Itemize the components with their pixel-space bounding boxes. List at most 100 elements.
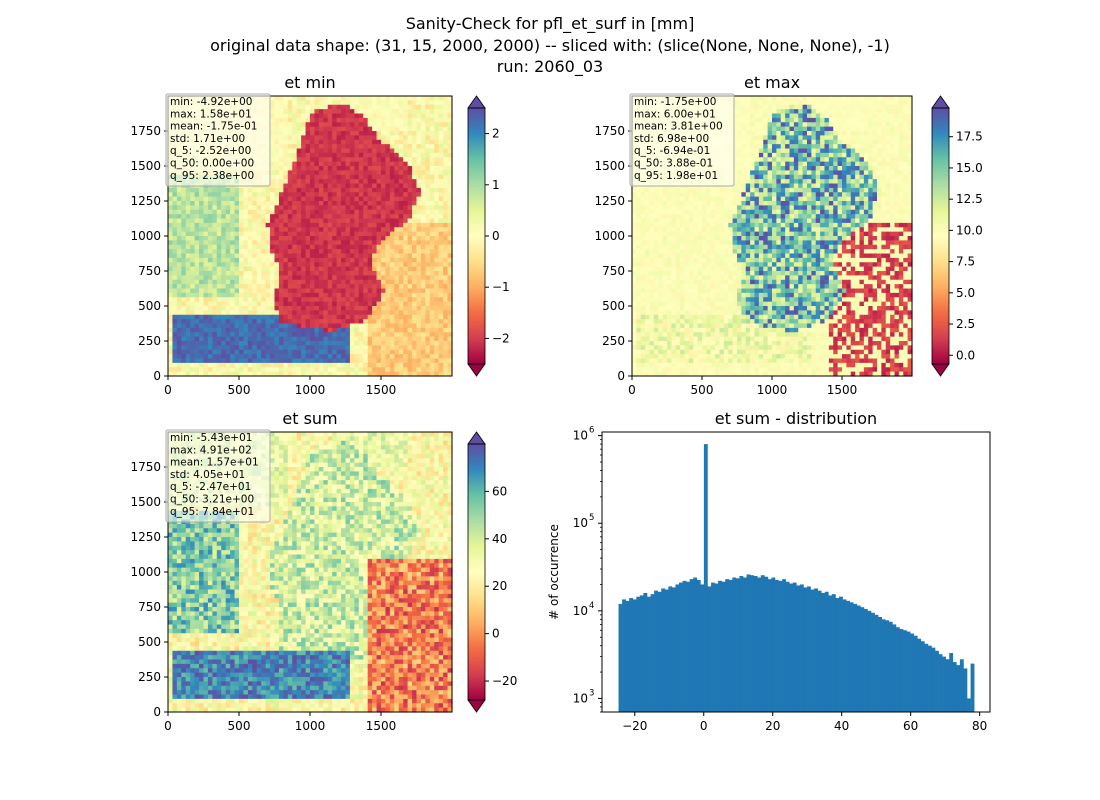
y-tick-label: 1000 bbox=[594, 229, 625, 243]
colorbar-extend-min bbox=[467, 699, 486, 713]
histogram-bar bbox=[831, 594, 836, 712]
histogram-bar bbox=[927, 645, 932, 712]
suptitle: Sanity-Check for pfl_et_surf in [mm] ori… bbox=[210, 14, 890, 77]
stats-line: std: 6.98e+00 bbox=[634, 133, 709, 145]
stats-line: min: -4.92e+00 bbox=[170, 96, 252, 108]
x-tick-label: 1500 bbox=[827, 383, 858, 397]
stats-line: q_5: -2.52e+00 bbox=[170, 145, 251, 157]
histogram-bar bbox=[931, 647, 936, 712]
colorbar-tick-label: 1 bbox=[492, 178, 500, 192]
suptitle-line-3: run: 2060_03 bbox=[497, 57, 603, 77]
histogram-bar bbox=[622, 599, 626, 712]
histogram-bar bbox=[942, 656, 946, 712]
histogram-bar bbox=[725, 579, 730, 712]
histogram-bar bbox=[775, 579, 779, 712]
x-tick-label: 1500 bbox=[366, 383, 397, 397]
histogram-bar bbox=[764, 576, 769, 712]
y-tick-exponent: 5 bbox=[589, 513, 594, 523]
stats-line: q_5: -6.94e-01 bbox=[634, 145, 710, 157]
histogram-bar bbox=[746, 574, 751, 712]
colorbar-tick-label: 60 bbox=[492, 484, 507, 498]
histogram-bar bbox=[807, 586, 811, 712]
histogram-bar bbox=[856, 605, 861, 712]
colorbar-tick-label: 20 bbox=[492, 579, 507, 593]
histogram-bar bbox=[892, 624, 897, 712]
y-tick-label: 250 bbox=[138, 670, 161, 684]
panel-title: et max bbox=[744, 73, 800, 92]
panel-title: et sum - distribution bbox=[715, 409, 877, 428]
y-tick-exponent: 3 bbox=[589, 688, 594, 698]
colorbar-tick-label: 2.5 bbox=[956, 317, 975, 331]
histogram-bar bbox=[679, 582, 683, 712]
histogram-bar bbox=[895, 627, 900, 712]
histogram-bar bbox=[757, 577, 762, 712]
y-tick-label: 250 bbox=[138, 334, 161, 348]
histogram-bar bbox=[707, 586, 712, 712]
histogram-bar bbox=[874, 614, 879, 712]
stats-line: q_50: 3.21e+00 bbox=[170, 494, 254, 506]
histogram-bar bbox=[789, 583, 794, 712]
colorbar-tick-label: 40 bbox=[492, 532, 507, 546]
stats-line: q_50: 0.00e+00 bbox=[170, 158, 254, 170]
panel-title: et sum bbox=[282, 409, 337, 428]
histogram-bar bbox=[739, 575, 744, 712]
histogram-bar bbox=[728, 579, 733, 712]
y-tick-label: 500 bbox=[602, 299, 625, 313]
histogram-bar bbox=[636, 596, 641, 712]
y-tick-label: 10 bbox=[573, 429, 588, 443]
histogram-bar bbox=[853, 603, 858, 712]
y-tick-exponent: 4 bbox=[589, 601, 594, 611]
histogram-bar bbox=[903, 630, 907, 712]
histogram-bar bbox=[935, 650, 939, 712]
y-tick-label: 10 bbox=[573, 691, 588, 705]
histogram-bar bbox=[689, 579, 694, 712]
histogram-bar bbox=[959, 659, 964, 712]
y-tick-label: 1750 bbox=[130, 460, 161, 474]
y-tick-label: 1250 bbox=[594, 194, 625, 208]
histogram-bar bbox=[664, 589, 669, 712]
heatmap-panel-et-sum: et sum 0 500 1000 1500 0 250 500 750 1000 1250 1500… bbox=[130, 409, 517, 733]
histogram-bar bbox=[703, 444, 708, 712]
histogram-bar bbox=[846, 600, 850, 712]
x-tick-label: 500 bbox=[691, 383, 714, 397]
histogram-bar bbox=[750, 575, 754, 712]
colorbar: 0.0 2.5 5.0 7.5 10.0 12.5 15.0 17.5 bbox=[931, 95, 983, 377]
histogram-bar bbox=[760, 575, 765, 712]
y-tick-label: 10 bbox=[573, 604, 588, 618]
histogram-bars bbox=[618, 444, 975, 712]
histogram-bar bbox=[668, 586, 673, 712]
histogram-bar bbox=[881, 619, 886, 712]
y-tick-label: 750 bbox=[602, 264, 625, 278]
histogram-bar bbox=[885, 620, 890, 712]
histogram-bar bbox=[949, 653, 954, 712]
stats-line: max: 4.91e+02 bbox=[170, 444, 252, 456]
colorbar-tick-label: −20 bbox=[492, 674, 517, 688]
histogram-bar bbox=[654, 590, 658, 712]
colorbar-extend-min bbox=[931, 363, 950, 377]
stats-line: q_95: 7.84e+01 bbox=[170, 506, 254, 518]
colorbar-tick-label: 0 bbox=[492, 627, 500, 641]
stats-line: mean: 3.81e+00 bbox=[634, 121, 723, 133]
x-tick-label: 80 bbox=[972, 719, 987, 733]
histogram-bar bbox=[956, 665, 961, 712]
suptitle-line-1: Sanity-Check for pfl_et_surf in [mm] bbox=[406, 14, 695, 34]
histogram-bar bbox=[878, 617, 882, 712]
histogram-bar bbox=[643, 592, 648, 712]
y-tick-label: 0 bbox=[153, 705, 161, 719]
histogram-bar bbox=[700, 584, 705, 712]
histogram-bar bbox=[938, 654, 943, 712]
colorbar-tick-label: −2 bbox=[492, 331, 510, 345]
y-tick-label: 750 bbox=[138, 264, 161, 278]
colorbar-gradient bbox=[468, 444, 485, 700]
stats-line: std: 4.05e+01 bbox=[170, 469, 245, 481]
y-tick-exponent: 6 bbox=[589, 426, 594, 436]
histogram-bar bbox=[721, 581, 726, 712]
stats-line: min: -5.43e+01 bbox=[170, 432, 252, 444]
histogram-bar bbox=[967, 698, 971, 712]
histogram-bar bbox=[657, 591, 662, 712]
histogram-bar bbox=[803, 587, 808, 712]
histogram-bar bbox=[693, 577, 698, 712]
x-tick-label: 40 bbox=[834, 719, 849, 733]
